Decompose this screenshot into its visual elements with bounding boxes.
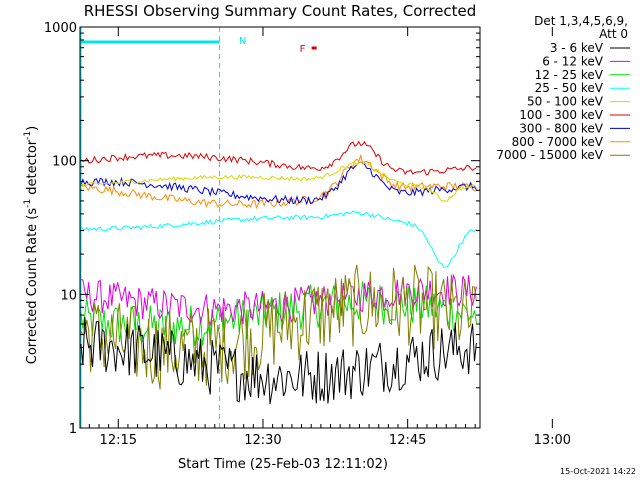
series-line-3 — [80, 281, 477, 346]
legend-label-7: 300 - 800 keV — [519, 121, 603, 135]
x-axis-label: Start Time (25-Feb-03 12:11:02) — [178, 457, 388, 472]
series-line-9 — [80, 264, 477, 390]
flare-flag-label: F — [300, 44, 306, 55]
legend-label-5: 50 - 100 keV — [527, 95, 604, 109]
y-tick-label-2: 10 — [60, 288, 77, 303]
legend-label-8: 800 - 7000 keV — [512, 135, 604, 149]
series-line-5 — [81, 160, 477, 202]
x-tick-label-1: 12:15 — [100, 433, 137, 448]
y-tick-label-3: 100 — [52, 155, 77, 170]
attenuator-label: Att 0 — [599, 27, 628, 41]
legend-label-2: 6 - 12 keV — [542, 54, 604, 68]
legend-label-9: 7000 - 15000 keV — [496, 148, 603, 162]
legend-label-1: 3 - 6 keV — [550, 41, 604, 55]
night-flag-label: N — [239, 36, 246, 47]
x-tick-label-3: 12:45 — [389, 433, 426, 448]
plot-timestamp: 15-Oct-2021 14:22 — [560, 467, 636, 476]
plot-frame — [79, 26, 481, 429]
series-line-6 — [80, 140, 477, 176]
series-line-1 — [80, 317, 477, 405]
legend-label-6: 100 - 300 keV — [519, 108, 603, 122]
legend-label-3: 12 - 25 keV — [535, 68, 604, 82]
chart-title: RHESSI Observing Summary Count Rates, Co… — [84, 2, 477, 20]
detectors-label: Det 1,3,4,5,6,9, — [534, 14, 628, 28]
x-tick-label-2: 12:30 — [244, 433, 281, 448]
y-tick-label-1: 1 — [69, 422, 77, 437]
y-axis-label: Corrected Count Rate (s-1 detector-1) — [23, 126, 40, 364]
series-line-4 — [80, 210, 477, 268]
y-tick-label-4: 1000 — [44, 21, 77, 36]
legend-label-4: 25 - 50 keV — [535, 81, 604, 95]
series-line-7 — [80, 161, 477, 206]
series-line-2 — [80, 273, 477, 326]
x-tick-label-4: 13:00 — [534, 433, 571, 448]
